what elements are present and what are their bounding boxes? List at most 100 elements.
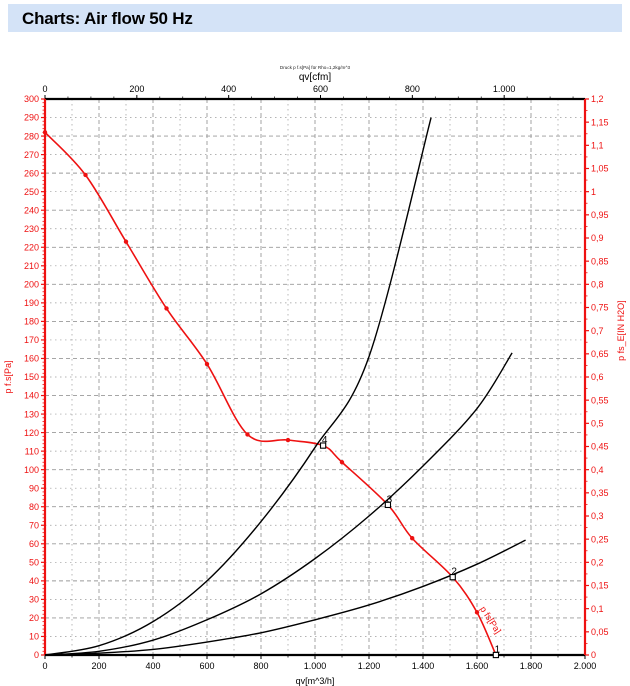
y-tick-label: 20 bbox=[29, 613, 39, 623]
title-bar: Charts: Air flow 50 Hz bbox=[8, 4, 622, 32]
operating-point-label: 4 bbox=[322, 435, 328, 446]
operating-point-label: 2 bbox=[451, 567, 457, 578]
y-tick-label: 60 bbox=[29, 539, 39, 549]
y-tick-label: 270 bbox=[24, 150, 39, 160]
x-tick-label: 200 bbox=[91, 661, 106, 671]
curve-system-curve-1 bbox=[44, 117, 432, 656]
y-tick-label: 50 bbox=[29, 558, 39, 568]
data-point-marker bbox=[339, 460, 345, 465]
data-point-marker bbox=[83, 172, 88, 178]
y2-tick-label: 0,2 bbox=[591, 558, 604, 568]
y2-tick-label: 0,3 bbox=[591, 511, 604, 521]
x-axis-ticks: 0 200 400 600 800 1.000 1.200 1.400 1.600 1.800 2.… bbox=[42, 655, 596, 671]
top-axis-ticks: 0 200 400 600 800 1.000 bbox=[42, 84, 574, 99]
operating-point-marker bbox=[449, 574, 456, 581]
x-axis-title: qv[m^3/h] bbox=[296, 676, 335, 686]
y-tick-label: 200 bbox=[24, 280, 39, 290]
data-point-marker bbox=[204, 361, 210, 367]
curve-system-curve-3 bbox=[44, 539, 526, 656]
y-tick-label: 240 bbox=[24, 205, 39, 215]
y-tick-label: 90 bbox=[29, 483, 39, 493]
operating-point-marker bbox=[384, 501, 392, 509]
y-tick-label: 110 bbox=[25, 446, 39, 456]
y-tick-label: 40 bbox=[29, 576, 39, 586]
y-tick-label: 220 bbox=[24, 242, 39, 252]
y-axis-ticks: 0 10 20 30 40 50 60 70 80 90 100 110 120 130 140 150 160… bbox=[24, 94, 45, 660]
y-tick-label: 300 bbox=[24, 94, 39, 104]
x-tick-label: 800 bbox=[253, 661, 268, 671]
top-axis-title: qv[cfm] bbox=[299, 72, 331, 83]
y-tick-label: 290 bbox=[24, 113, 39, 123]
y-tick-label: 0 bbox=[34, 650, 39, 660]
y2-tick-label: 0,5 bbox=[591, 419, 604, 429]
y2-tick-label: 0,15 bbox=[591, 581, 609, 591]
y-tick-label: 140 bbox=[24, 391, 39, 401]
y-tick-label: 120 bbox=[24, 428, 39, 438]
chart-container: 0 200 400 600 800 1.000 1.200 1.400 1.600 1.800 2.… bbox=[0, 36, 630, 686]
y2-tick-label: 0,8 bbox=[591, 280, 604, 290]
data-point-marker bbox=[164, 306, 169, 311]
y2-tick-label: 0,95 bbox=[591, 210, 609, 220]
x-tick-label: 2.000 bbox=[574, 661, 597, 671]
x-tick-label: 0 bbox=[42, 661, 47, 671]
y-tick-label: 160 bbox=[24, 354, 39, 364]
top-tick-label: 600 bbox=[313, 84, 328, 94]
curve-system-curve-2 bbox=[44, 352, 513, 656]
y-tick-label: 70 bbox=[29, 520, 39, 530]
y-tick-label: 30 bbox=[29, 595, 39, 605]
x-tick-label: 1.400 bbox=[412, 661, 435, 671]
data-point-marker bbox=[245, 432, 250, 437]
y2-tick-label: 0,75 bbox=[591, 303, 609, 313]
y-tick-label: 150 bbox=[24, 372, 39, 382]
y2-tick-label: 0,65 bbox=[591, 349, 609, 359]
top-tick-label: 800 bbox=[405, 84, 420, 94]
y-tick-label: 210 bbox=[24, 261, 39, 271]
data-point-marker bbox=[410, 536, 415, 541]
operating-points: 1 2 3 4 bbox=[319, 435, 501, 659]
x-tick-label: 600 bbox=[199, 661, 214, 671]
y-tick-label: 10 bbox=[29, 632, 39, 642]
x-tick-label: 1.600 bbox=[466, 661, 489, 671]
y-tick-label: 170 bbox=[24, 335, 39, 345]
axis-titles: Druck p f.s[Pa] für Rho=1,2kg/m^3 qv[cfm]… bbox=[3, 65, 626, 686]
y2-tick-label: 1,2 bbox=[591, 94, 604, 104]
y-tick-label: 80 bbox=[29, 502, 39, 512]
x-tick-label: 1.800 bbox=[520, 661, 543, 671]
y-tick-label: 130 bbox=[24, 409, 39, 419]
x-tick-label: 1.000 bbox=[304, 661, 327, 671]
top-tick-label: 0 bbox=[42, 84, 47, 94]
x-tick-label: 400 bbox=[145, 661, 160, 671]
y2-tick-label: 0,6 bbox=[591, 372, 604, 382]
y-tick-label: 260 bbox=[24, 168, 39, 178]
y-tick-label: 250 bbox=[24, 187, 39, 197]
y-tick-label: 230 bbox=[24, 224, 39, 234]
y2-tick-label: 1 bbox=[591, 187, 596, 197]
y2-tick-label: 0,05 bbox=[591, 627, 609, 637]
y2-tick-label: 0,9 bbox=[591, 233, 604, 243]
operating-point-label: 1 bbox=[495, 645, 501, 656]
operating-point-marker bbox=[319, 442, 327, 449]
y2-axis-ticks: 0 0,05 0,1 0,15 0,2 0,25 0,3 0,35 0,4 0,45 0,5 0,55… bbox=[585, 94, 609, 660]
y2-tick-label: 0 bbox=[591, 650, 596, 660]
operating-point-label: 3 bbox=[387, 494, 393, 505]
operating-point-marker bbox=[492, 651, 500, 659]
y2-tick-label: 0,45 bbox=[591, 442, 609, 452]
top-tick-label: 1.000 bbox=[493, 84, 516, 94]
x-tick-label: 1.200 bbox=[358, 661, 381, 671]
data-point-marker bbox=[42, 130, 48, 135]
chart-subtitle: Druck p f.s[Pa] für Rho=1,2kg/m^3 bbox=[280, 65, 351, 70]
y-tick-label: 100 bbox=[24, 465, 39, 475]
y2-tick-label: 1,05 bbox=[591, 164, 609, 174]
y-tick-label: 180 bbox=[24, 317, 39, 327]
data-point-marker bbox=[123, 239, 129, 244]
air-flow-chart: 0 200 400 600 800 1.000 1.200 1.400 1.600 1.800 2.… bbox=[3, 65, 626, 686]
y2-tick-label: 0,4 bbox=[591, 465, 604, 475]
y2-tick-label: 0,1 bbox=[591, 604, 604, 614]
y2-tick-label: 0,85 bbox=[591, 256, 609, 266]
curve-label-pfs: p fs[Pa] bbox=[478, 604, 503, 635]
y2-axis-title: p fs_E[IN H2O] bbox=[616, 300, 626, 361]
y2-tick-label: 1,1 bbox=[591, 141, 604, 151]
data-point-marker bbox=[474, 610, 480, 615]
top-tick-label: 400 bbox=[221, 84, 236, 94]
